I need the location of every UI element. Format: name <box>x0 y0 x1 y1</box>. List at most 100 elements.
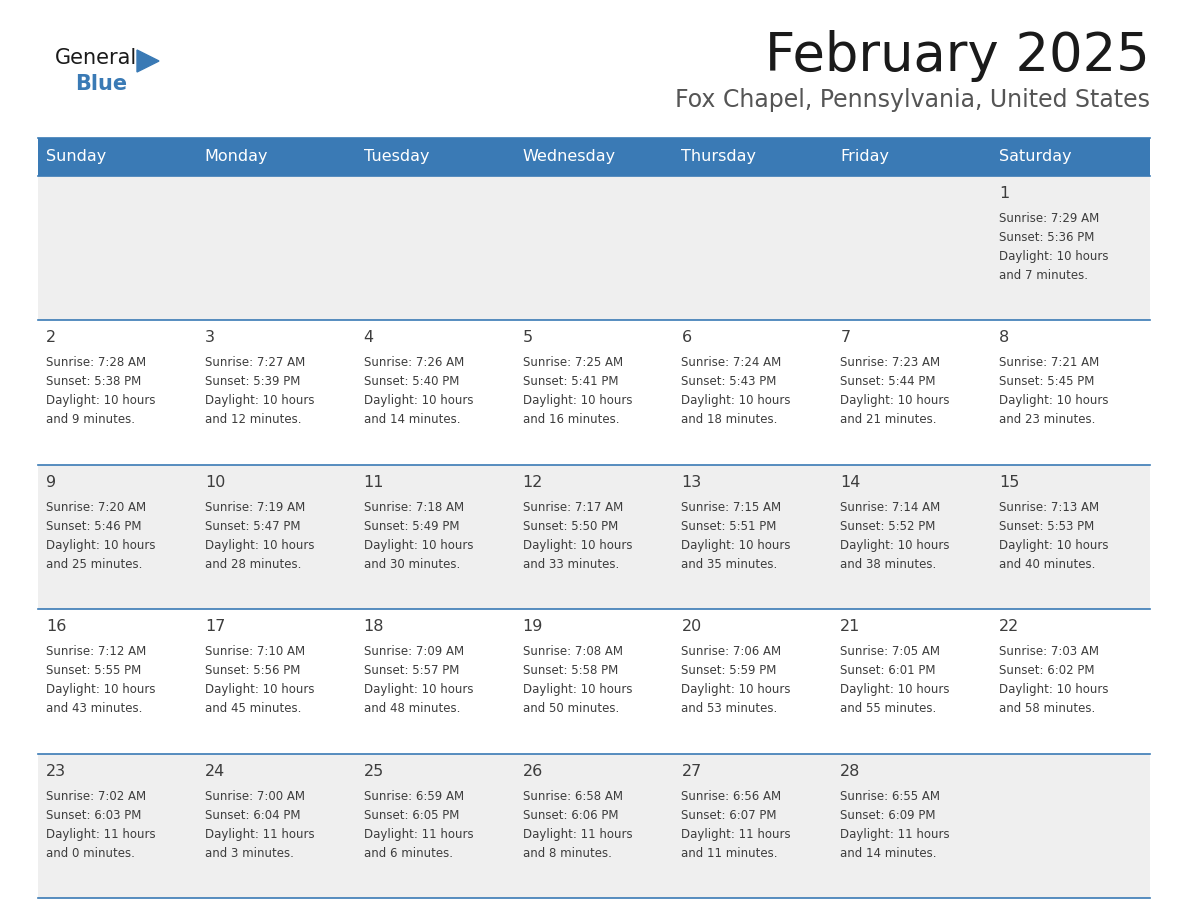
Text: Fox Chapel, Pennsylvania, United States: Fox Chapel, Pennsylvania, United States <box>675 88 1150 112</box>
Text: and 0 minutes.: and 0 minutes. <box>46 846 135 859</box>
Text: Daylight: 10 hours: Daylight: 10 hours <box>523 683 632 696</box>
Text: Sunrise: 7:12 AM: Sunrise: 7:12 AM <box>46 645 146 658</box>
Text: Daylight: 11 hours: Daylight: 11 hours <box>840 828 950 841</box>
Text: Sunset: 5:59 PM: Sunset: 5:59 PM <box>682 665 777 677</box>
Text: Sunrise: 7:08 AM: Sunrise: 7:08 AM <box>523 645 623 658</box>
Text: Sunrise: 7:09 AM: Sunrise: 7:09 AM <box>364 645 463 658</box>
Text: 28: 28 <box>840 764 860 778</box>
Text: Sunset: 6:07 PM: Sunset: 6:07 PM <box>682 809 777 822</box>
Text: Sunset: 5:52 PM: Sunset: 5:52 PM <box>840 520 936 532</box>
Text: Sunset: 6:05 PM: Sunset: 6:05 PM <box>364 809 459 822</box>
Text: Sunrise: 7:23 AM: Sunrise: 7:23 AM <box>840 356 941 369</box>
Text: Sunset: 5:49 PM: Sunset: 5:49 PM <box>364 520 460 532</box>
Text: Daylight: 10 hours: Daylight: 10 hours <box>204 395 315 408</box>
Text: 4: 4 <box>364 330 374 345</box>
Text: Sunrise: 7:20 AM: Sunrise: 7:20 AM <box>46 501 146 514</box>
Text: Daylight: 11 hours: Daylight: 11 hours <box>364 828 473 841</box>
Text: Sunrise: 7:10 AM: Sunrise: 7:10 AM <box>204 645 305 658</box>
Text: 5: 5 <box>523 330 532 345</box>
Text: and 3 minutes.: and 3 minutes. <box>204 846 293 859</box>
Text: Daylight: 10 hours: Daylight: 10 hours <box>682 395 791 408</box>
Text: Daylight: 10 hours: Daylight: 10 hours <box>364 683 473 696</box>
Text: 11: 11 <box>364 475 384 490</box>
Text: 13: 13 <box>682 475 702 490</box>
Text: Sunset: 5:38 PM: Sunset: 5:38 PM <box>46 375 141 388</box>
Text: 9: 9 <box>46 475 56 490</box>
Text: Daylight: 11 hours: Daylight: 11 hours <box>523 828 632 841</box>
Text: Daylight: 10 hours: Daylight: 10 hours <box>682 683 791 696</box>
Text: Daylight: 10 hours: Daylight: 10 hours <box>999 250 1108 263</box>
Text: Sunrise: 7:18 AM: Sunrise: 7:18 AM <box>364 501 463 514</box>
Text: and 35 minutes.: and 35 minutes. <box>682 558 778 571</box>
Text: and 7 minutes.: and 7 minutes. <box>999 269 1088 282</box>
Text: Sunrise: 7:06 AM: Sunrise: 7:06 AM <box>682 645 782 658</box>
Text: and 23 minutes.: and 23 minutes. <box>999 413 1095 426</box>
Text: February 2025: February 2025 <box>765 30 1150 82</box>
Text: Sunrise: 7:24 AM: Sunrise: 7:24 AM <box>682 356 782 369</box>
Text: 19: 19 <box>523 620 543 634</box>
Text: 22: 22 <box>999 620 1019 634</box>
Text: Sunrise: 7:15 AM: Sunrise: 7:15 AM <box>682 501 782 514</box>
Text: and 8 minutes.: and 8 minutes. <box>523 846 612 859</box>
Text: Sunrise: 7:13 AM: Sunrise: 7:13 AM <box>999 501 1099 514</box>
Text: and 14 minutes.: and 14 minutes. <box>364 413 460 426</box>
Text: 1: 1 <box>999 186 1010 201</box>
Text: and 50 minutes.: and 50 minutes. <box>523 702 619 715</box>
Bar <box>38 610 1150 754</box>
Text: and 14 minutes.: and 14 minutes. <box>840 846 937 859</box>
Text: Daylight: 10 hours: Daylight: 10 hours <box>364 395 473 408</box>
Text: Sunrise: 7:21 AM: Sunrise: 7:21 AM <box>999 356 1099 369</box>
Text: Daylight: 10 hours: Daylight: 10 hours <box>840 395 949 408</box>
Text: 7: 7 <box>840 330 851 345</box>
Text: Sunset: 5:47 PM: Sunset: 5:47 PM <box>204 520 301 532</box>
Text: and 43 minutes.: and 43 minutes. <box>46 702 143 715</box>
Text: Sunset: 5:57 PM: Sunset: 5:57 PM <box>364 665 459 677</box>
Text: and 58 minutes.: and 58 minutes. <box>999 702 1095 715</box>
Text: 26: 26 <box>523 764 543 778</box>
Text: Sunrise: 7:05 AM: Sunrise: 7:05 AM <box>840 645 940 658</box>
Text: Sunset: 5:53 PM: Sunset: 5:53 PM <box>999 520 1094 532</box>
Text: and 6 minutes.: and 6 minutes. <box>364 846 453 859</box>
Text: Tuesday: Tuesday <box>364 150 429 164</box>
Text: 3: 3 <box>204 330 215 345</box>
Text: and 18 minutes.: and 18 minutes. <box>682 413 778 426</box>
Text: Wednesday: Wednesday <box>523 150 615 164</box>
Text: Sunset: 5:56 PM: Sunset: 5:56 PM <box>204 665 301 677</box>
Text: 25: 25 <box>364 764 384 778</box>
Text: Daylight: 10 hours: Daylight: 10 hours <box>204 539 315 552</box>
Text: and 30 minutes.: and 30 minutes. <box>364 558 460 571</box>
Text: Sunrise: 7:00 AM: Sunrise: 7:00 AM <box>204 789 305 802</box>
Text: Sunrise: 7:17 AM: Sunrise: 7:17 AM <box>523 501 623 514</box>
Text: Sunrise: 7:25 AM: Sunrise: 7:25 AM <box>523 356 623 369</box>
Text: Blue: Blue <box>75 74 127 94</box>
Text: Daylight: 11 hours: Daylight: 11 hours <box>46 828 156 841</box>
Text: Sunset: 6:03 PM: Sunset: 6:03 PM <box>46 809 141 822</box>
Text: Sunrise: 6:56 AM: Sunrise: 6:56 AM <box>682 789 782 802</box>
Text: and 16 minutes.: and 16 minutes. <box>523 413 619 426</box>
Text: 18: 18 <box>364 620 384 634</box>
Text: Friday: Friday <box>840 150 890 164</box>
Text: Sunrise: 6:58 AM: Sunrise: 6:58 AM <box>523 789 623 802</box>
Text: Sunset: 5:36 PM: Sunset: 5:36 PM <box>999 231 1094 244</box>
Text: Sunset: 5:55 PM: Sunset: 5:55 PM <box>46 665 141 677</box>
Text: 24: 24 <box>204 764 225 778</box>
Text: Sunset: 5:45 PM: Sunset: 5:45 PM <box>999 375 1094 388</box>
Text: Sunrise: 7:26 AM: Sunrise: 7:26 AM <box>364 356 465 369</box>
Text: 23: 23 <box>46 764 67 778</box>
Text: Sunset: 5:43 PM: Sunset: 5:43 PM <box>682 375 777 388</box>
Text: and 55 minutes.: and 55 minutes. <box>840 702 936 715</box>
Text: 12: 12 <box>523 475 543 490</box>
Text: Sunset: 6:09 PM: Sunset: 6:09 PM <box>840 809 936 822</box>
Text: 16: 16 <box>46 620 67 634</box>
Text: Daylight: 11 hours: Daylight: 11 hours <box>682 828 791 841</box>
Text: 21: 21 <box>840 620 860 634</box>
Text: and 25 minutes.: and 25 minutes. <box>46 558 143 571</box>
Bar <box>38 138 1150 176</box>
Text: and 53 minutes.: and 53 minutes. <box>682 702 778 715</box>
Text: Sunrise: 6:55 AM: Sunrise: 6:55 AM <box>840 789 940 802</box>
Text: and 45 minutes.: and 45 minutes. <box>204 702 302 715</box>
Text: and 38 minutes.: and 38 minutes. <box>840 558 936 571</box>
Bar <box>38 320 1150 465</box>
Text: 2: 2 <box>46 330 56 345</box>
Text: Sunset: 5:50 PM: Sunset: 5:50 PM <box>523 520 618 532</box>
